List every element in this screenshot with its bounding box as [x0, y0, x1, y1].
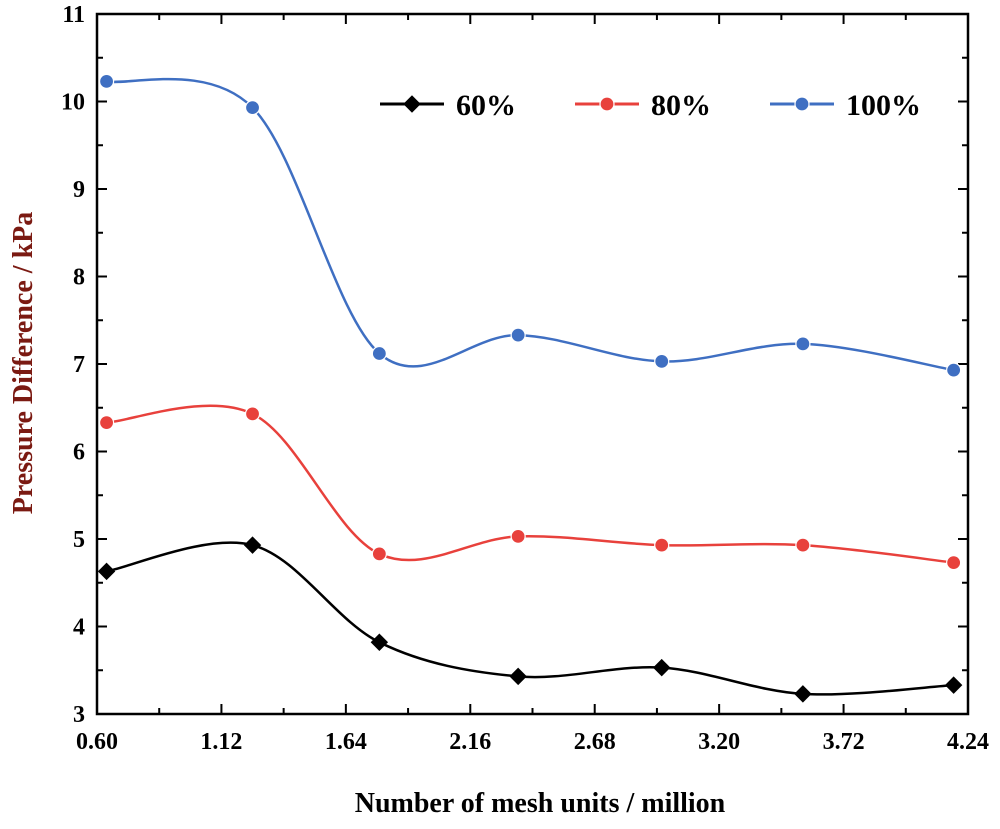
data-point [944, 676, 963, 694]
data-point [946, 362, 962, 378]
y-tick-label: 3 [73, 702, 85, 728]
x-axis-title: Number of mesh units / million [355, 788, 726, 819]
data-point [654, 353, 670, 369]
series-2 [98, 73, 962, 378]
series-line [106, 404, 954, 564]
data-point [244, 406, 261, 422]
x-tick-label: 2.16 [449, 729, 491, 755]
x-tick-label: 1.64 [325, 729, 367, 755]
legend-label: 100% [846, 89, 921, 122]
data-point [371, 345, 387, 362]
legend-label: 80% [651, 89, 711, 122]
series-0 [97, 536, 963, 703]
legend-marker [599, 96, 615, 112]
data-point [946, 555, 962, 571]
x-tick-label: 2.68 [574, 729, 616, 755]
data-point [795, 336, 811, 352]
y-tick-label: 4 [73, 615, 85, 641]
x-tick-label: 1.12 [200, 729, 242, 755]
y-axis-title: Pressure Difference / kPa [8, 212, 39, 514]
axes: 0.60 1.12 1.64 2.16 2.68 3.20 3.72 4.24 3 4 5 6 7 8 9 1… [61, 2, 989, 755]
data-point [243, 536, 262, 554]
data-point [510, 327, 526, 343]
y-tick-label: 8 [73, 265, 85, 291]
data-point [510, 528, 526, 544]
data-point [370, 633, 389, 651]
legend-label: 60% [456, 89, 516, 122]
data-point [509, 667, 527, 686]
data-point [244, 100, 261, 116]
data-point [653, 658, 671, 677]
data-point [654, 537, 670, 553]
data-point [371, 546, 387, 562]
series-layer [97, 73, 963, 703]
series-line [106, 77, 954, 372]
x-tick-label: 0.60 [76, 729, 118, 755]
data-point [795, 537, 811, 553]
data-point [98, 415, 115, 431]
data-point [97, 562, 116, 581]
y-tick-label: 6 [73, 440, 85, 466]
y-tick-label: 11 [62, 2, 85, 28]
x-tick-label: 3.20 [698, 729, 740, 755]
y-tick-label: 5 [73, 527, 85, 553]
data-point [98, 73, 115, 89]
y-tick-label: 10 [61, 90, 85, 116]
y-tick-label: 7 [73, 352, 85, 378]
series-line [106, 541, 954, 696]
data-point [794, 685, 812, 703]
plot-frame [95, 12, 970, 716]
legend: 60% 80% 100% [380, 89, 921, 122]
series-1 [98, 404, 962, 571]
x-tick-label: 4.24 [947, 729, 989, 755]
x-tick-label: 3.72 [823, 729, 865, 755]
y-tick-label: 9 [73, 177, 85, 203]
legend-marker [794, 96, 810, 112]
legend-marker [403, 95, 421, 113]
